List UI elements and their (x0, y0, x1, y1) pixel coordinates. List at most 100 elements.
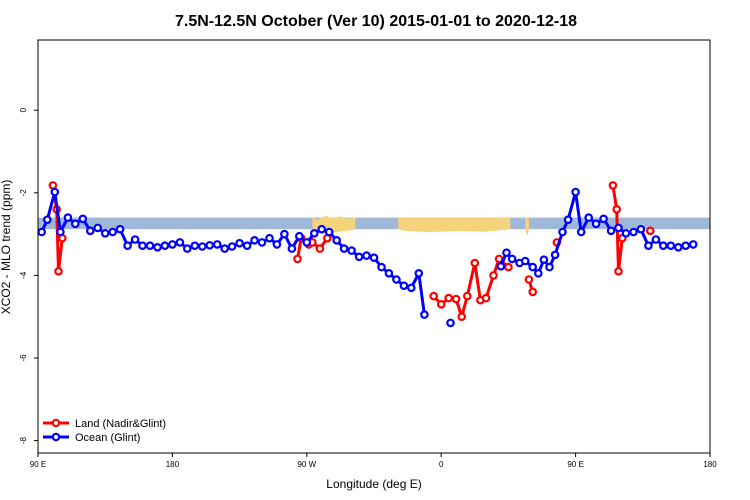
series-1-point-2-17 (606, 226, 616, 236)
series-1-point-2-12 (571, 187, 580, 197)
series-0-point-3-10 (494, 254, 504, 264)
series-1-point-0-32 (272, 240, 282, 249)
series-1-point-0-19 (175, 238, 185, 247)
y-tick-label-1: -2 (19, 189, 28, 197)
series-1-point-0-49 (399, 281, 409, 291)
series-0-point-2-0 (293, 254, 302, 264)
y-axis: 0 -2 -4 -6 -8 (19, 107, 38, 444)
series-1-point-0-37 (309, 229, 319, 238)
series-1-point-0-23 (205, 241, 215, 250)
band-land-segment-2 (525, 217, 529, 237)
series-1-point-1-0 (446, 318, 455, 328)
series-1-point-0-7 (86, 226, 95, 236)
series-1-point-0-42 (347, 246, 356, 255)
series-1-point-0-1 (42, 215, 52, 225)
series-1-point-2-22 (644, 241, 653, 251)
series-1-point-0-4 (63, 213, 73, 222)
series-1-point-2-5 (528, 262, 538, 272)
reference-band (38, 215, 710, 237)
series-1-point-0-12 (123, 241, 132, 251)
series-1-point-2-19 (621, 229, 631, 238)
series-1-point-0-38 (317, 224, 327, 234)
series-1-point-0-45 (369, 253, 379, 263)
band-land-segment-1 (398, 217, 511, 232)
series-1-point-2-11 (563, 215, 573, 225)
series-0-point-0-0 (48, 181, 58, 190)
series-1-point-2-20 (629, 227, 638, 237)
series-1-point-0-48 (392, 275, 401, 284)
series-1-point-2-4 (520, 256, 530, 266)
series-1-line-2 (499, 190, 694, 275)
series-1-point-0-30 (257, 238, 267, 247)
series-1-point-0-41 (339, 244, 349, 253)
x-tick-label-1: 180 (166, 460, 180, 469)
series-0-point-3-5 (462, 291, 472, 301)
series-1-point-0-25 (220, 244, 230, 253)
y-tick-label-3: -6 (19, 354, 28, 362)
series-1-point-2-15 (591, 219, 601, 229)
series-1-point-0-6 (78, 214, 88, 224)
series-0-point-6-2 (614, 266, 623, 276)
series-1-point-0-22 (198, 242, 207, 251)
series-1-point-0-8 (93, 223, 103, 233)
series-1-point-0-50 (406, 283, 416, 293)
series-1-point-0-31 (265, 233, 274, 243)
series-1-point-2-9 (550, 250, 560, 260)
series-1-point-2-28 (688, 240, 698, 249)
series-1-point-0-44 (362, 251, 371, 260)
series-1-point-0-33 (280, 229, 289, 239)
band-ocean (38, 217, 710, 230)
series-1-point-0-15 (145, 241, 155, 251)
series-1 (37, 187, 698, 328)
series-0-point-3-0 (429, 291, 439, 301)
series-1-point-0-24 (212, 240, 222, 249)
x-axis-label: Longitude (deg E) (326, 477, 421, 491)
series-1-point-0-0 (37, 227, 47, 237)
series-0-point-3-1 (436, 299, 446, 309)
series-1-point-0-14 (138, 241, 147, 251)
series-0-line-6 (611, 185, 624, 273)
series-0-point-3-11 (504, 262, 513, 272)
series-0-point-3-4 (457, 312, 467, 322)
x-tick-label-2: 90 W (297, 460, 316, 469)
series-1-point-0-20 (183, 244, 192, 253)
x-tick-label-4: 90 E (567, 460, 583, 469)
series-1-point-0-18 (168, 240, 177, 249)
series-1-point-0-11 (115, 224, 125, 234)
x-tick-label-0: 90 E (30, 460, 46, 469)
series-layer (37, 181, 698, 328)
legend-label-1: Ocean (Glint) (75, 432, 140, 444)
series-1-point-0-17 (160, 241, 170, 251)
chart-title: 7.5N-12.5N October (Ver 10) 2015-01-01 t… (175, 13, 577, 30)
series-1-point-0-47 (384, 268, 394, 278)
series-0-point-6-0 (608, 181, 618, 190)
series-0-point-6-1 (612, 205, 622, 214)
y-tick-label-2: -4 (19, 271, 28, 279)
plot-frame (37, 39, 711, 454)
series-1-point-2-10 (558, 227, 567, 237)
series-1-point-2-0 (496, 261, 506, 271)
legend: Land (Nadir&Glint) Ocean (Glint) (43, 418, 166, 444)
series-1-point-2-2 (507, 254, 517, 264)
series-1-point-0-9 (100, 229, 110, 238)
series-1-point-0-16 (153, 243, 162, 252)
y-tick-label-4: -8 (19, 437, 28, 445)
series-0-point-3-6 (470, 258, 480, 268)
series-1-point-0-39 (324, 227, 334, 237)
x-tick-label-5: 180 (703, 460, 717, 469)
series-0-point-4-0 (524, 275, 534, 284)
series-0-point-2-4 (315, 244, 325, 253)
series-1-point-0-46 (377, 262, 386, 272)
series-1-point-0-5 (71, 219, 80, 229)
series-0-point-3-3 (451, 294, 461, 304)
series-1-point-0-36 (302, 238, 312, 247)
series-1-point-0-29 (250, 236, 259, 245)
series-1-point-0-26 (227, 242, 237, 251)
series-1-point-2-8 (545, 262, 554, 272)
series-0-point-0-2 (54, 266, 63, 276)
series-1-point-0-51 (414, 268, 424, 278)
series-1-point-2-18 (614, 223, 623, 233)
series-0-point-3-8 (481, 293, 491, 303)
legend-label-0: Land (Nadir&Glint) (75, 418, 166, 430)
